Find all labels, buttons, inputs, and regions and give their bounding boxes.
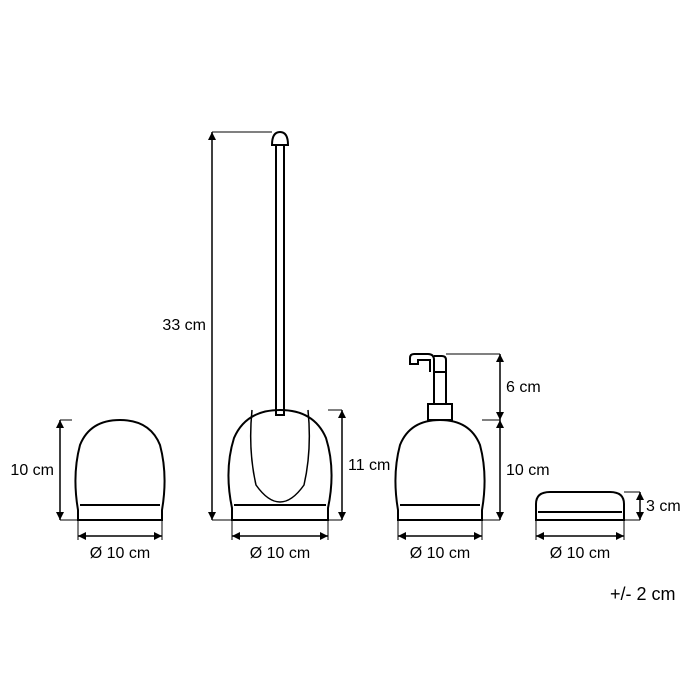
dispenser-body-height-dim: 10 cm bbox=[482, 420, 550, 520]
dispenser-diam-dim: Ø 10 cm bbox=[398, 520, 482, 562]
brush-diam-label: Ø 10 cm bbox=[250, 545, 310, 562]
tumbler-height-dim: 10 cm bbox=[10, 420, 78, 520]
soapdish-shape bbox=[536, 492, 624, 520]
tolerance-note: +/- 2 cm bbox=[610, 584, 676, 604]
dispenser-body-height-label: 10 cm bbox=[506, 462, 550, 479]
soapdish-height-dim: 3 cm bbox=[624, 492, 681, 520]
soapdish-height-label: 3 cm bbox=[646, 498, 681, 515]
brush-total-height-dim: 33 cm bbox=[162, 132, 272, 520]
dispenser-shape bbox=[395, 354, 484, 520]
tumbler-height-label: 10 cm bbox=[10, 462, 54, 479]
brush-body-height-dim: 11 cm bbox=[328, 410, 390, 520]
brush-total-height-label: 33 cm bbox=[162, 317, 206, 334]
dispenser-pump-height-label: 6 cm bbox=[506, 379, 541, 396]
tumbler-diam-dim: Ø 10 cm bbox=[78, 520, 162, 562]
dispenser-pump-height-dim: 6 cm bbox=[446, 354, 541, 420]
brush-shape bbox=[228, 132, 331, 520]
tumbler-shape bbox=[75, 420, 164, 520]
soapdish-diam-label: Ø 10 cm bbox=[550, 545, 610, 562]
brush-body-height-label: 11 cm bbox=[348, 457, 390, 474]
soapdish-diam-dim: Ø 10 cm bbox=[536, 520, 624, 562]
dimension-diagram: 10 cm Ø 10 cm 33 cm 11 cm bbox=[0, 0, 700, 700]
tumbler-diam-label: Ø 10 cm bbox=[90, 545, 150, 562]
dispenser-diam-label: Ø 10 cm bbox=[410, 545, 470, 562]
brush-diam-dim: Ø 10 cm bbox=[232, 520, 328, 562]
